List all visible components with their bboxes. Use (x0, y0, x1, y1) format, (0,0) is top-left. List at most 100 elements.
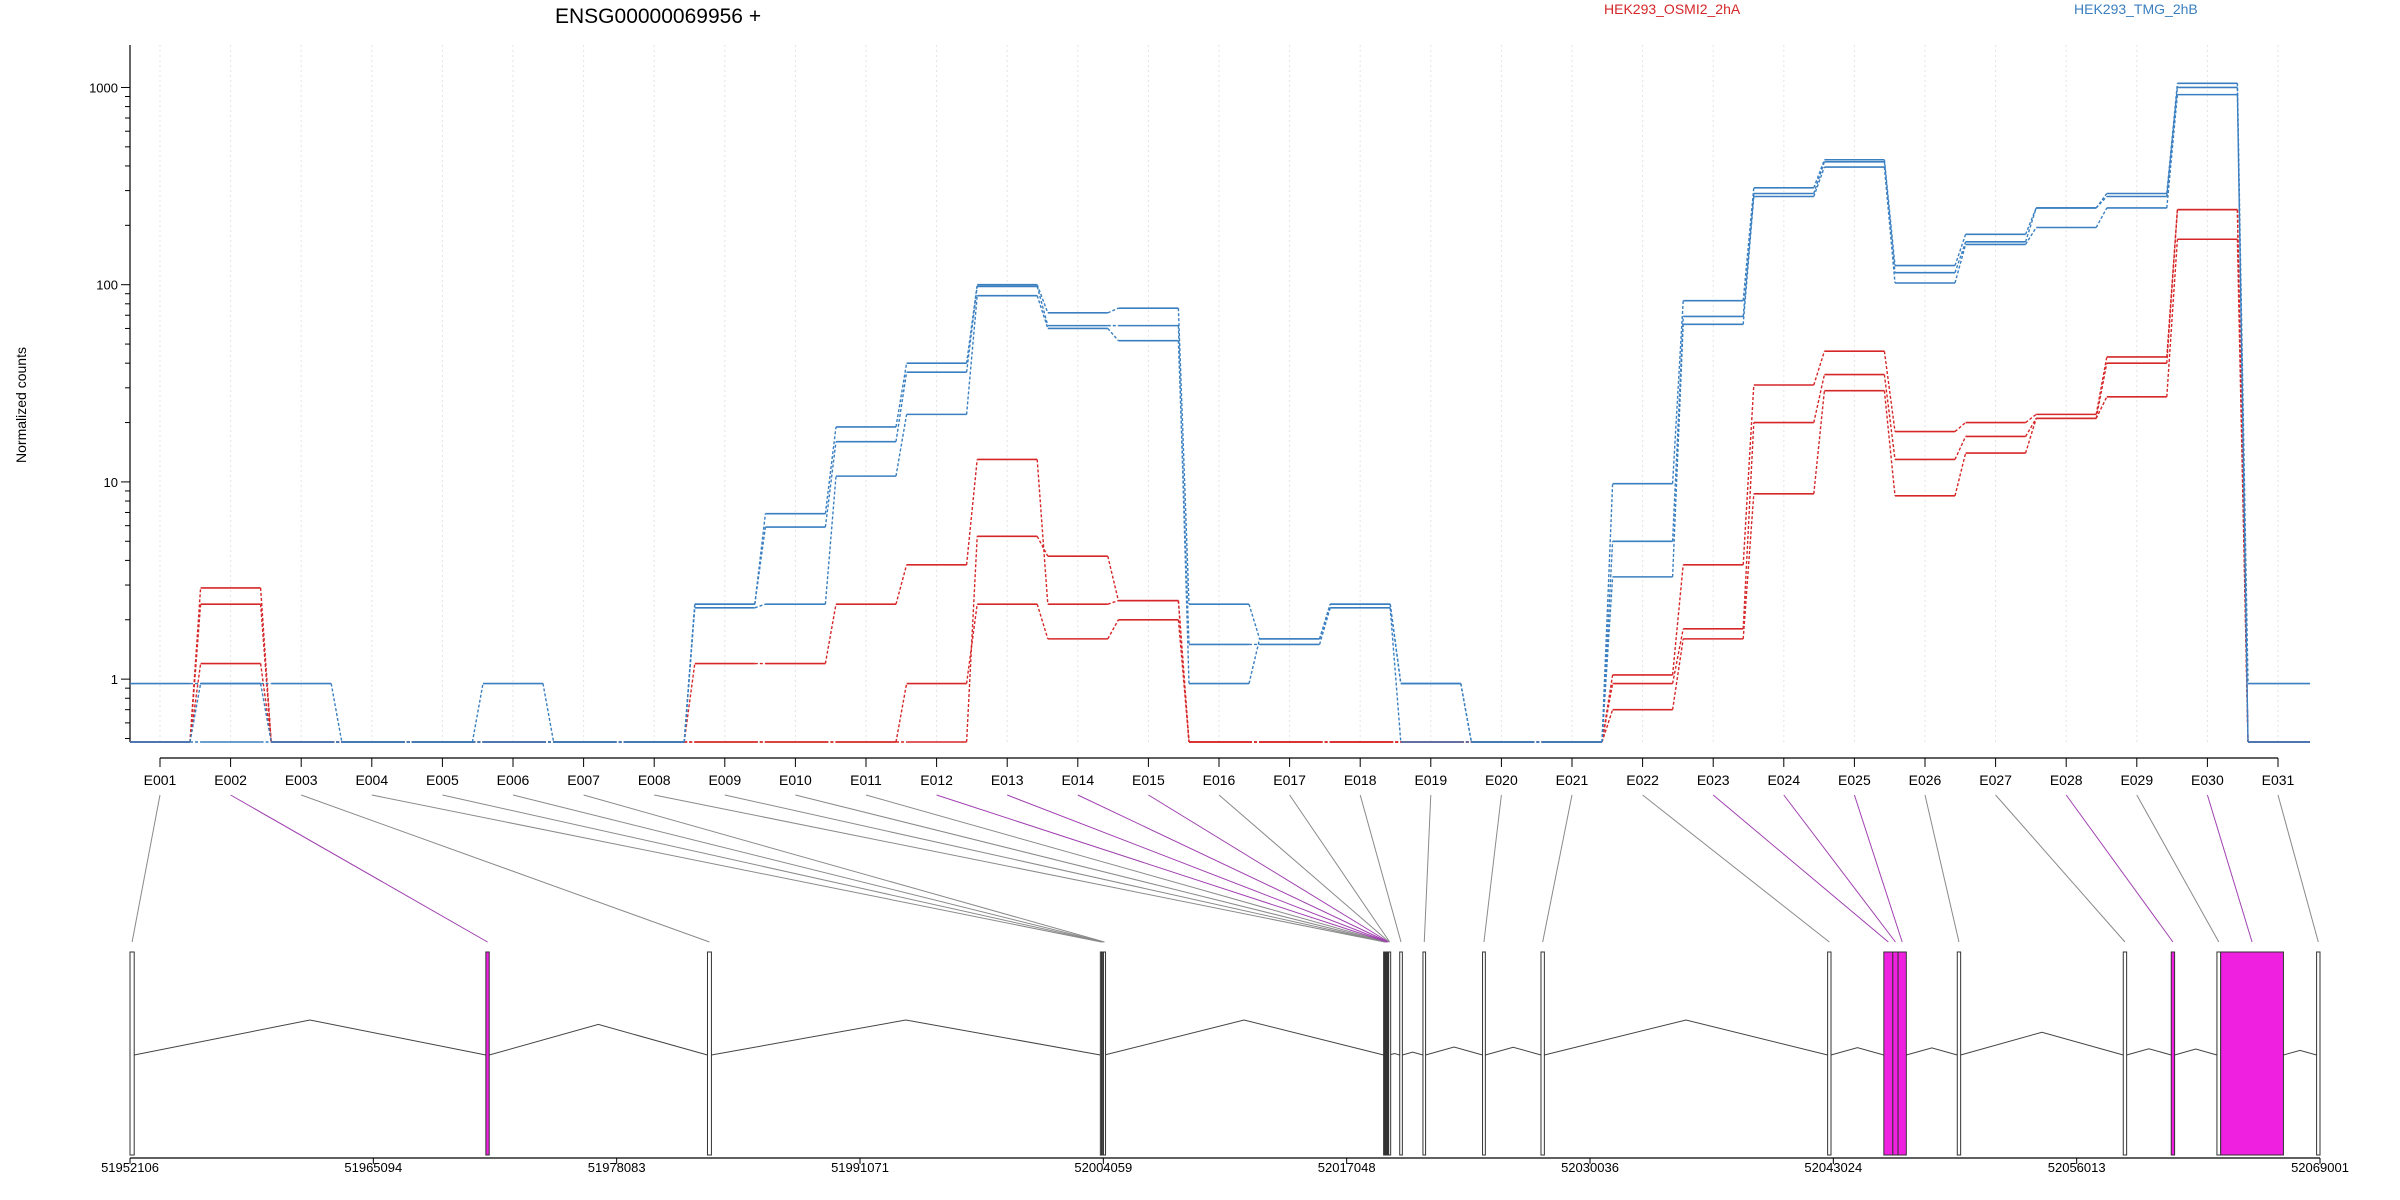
x-tick-label-E016: E016 (1203, 772, 1236, 788)
intron-line (1104, 1019, 1384, 1056)
series-6-step (2095, 207, 2108, 228)
series-5-step (1813, 161, 1826, 194)
series-6-step (1883, 166, 1896, 284)
genomic-tick-label: 51952106 (101, 1160, 159, 1175)
series-2-step (965, 459, 978, 565)
genomic-tick-label: 52043024 (1804, 1160, 1862, 1175)
series-3-step (1954, 452, 1967, 497)
series-5-step (1671, 316, 1684, 542)
series-lines (130, 82, 2310, 743)
x-tick-label-E020: E020 (1485, 772, 1518, 788)
series-2-step (683, 663, 696, 743)
x-tick-label-E010: E010 (779, 772, 812, 788)
connector-E014 (1077, 794, 1389, 943)
connector-E020 (1483, 794, 1502, 943)
x-tick-label-E030: E030 (2191, 772, 2224, 788)
series-1-step (1036, 535, 1049, 557)
series-4-step (895, 363, 908, 428)
exon-block-E031 (2316, 951, 2321, 1156)
legend-group-1: HEK293_OSMI2_2hA (1604, 1, 1741, 17)
series-5-step (965, 286, 978, 373)
connector-E015 (1148, 794, 1389, 943)
series-3-step (2166, 239, 2179, 397)
connector-E006 (512, 794, 1104, 943)
connector-E007 (583, 794, 1105, 943)
exon-block-E001 (129, 951, 135, 1156)
intron-line (134, 1019, 486, 1056)
exon-block-E024 (1892, 951, 1899, 1156)
y-tick-label: 1000 (89, 80, 118, 95)
series-3-step (2095, 396, 2108, 419)
series-1-step (1107, 556, 1120, 601)
connector-E001 (131, 794, 161, 943)
series-4-step (1742, 187, 1755, 301)
x-tick-label-E027: E027 (1979, 772, 2012, 788)
x-tick-label-E029: E029 (2120, 772, 2153, 788)
series-3-step (189, 663, 202, 743)
series-5-step (1318, 603, 1331, 640)
x-tick-label-E005: E005 (426, 772, 459, 788)
series-4-step (1954, 234, 1967, 266)
connector-E025 (1853, 794, 1903, 943)
series-3 (130, 238, 2310, 743)
x-tick-label-E013: E013 (991, 772, 1024, 788)
connector-E002 (230, 794, 488, 943)
connector-E028 (2065, 794, 2174, 943)
connector-E024 (1783, 794, 1896, 943)
series-5-step (824, 441, 837, 528)
series-6-step (895, 414, 908, 477)
y-tick-label: 100 (96, 278, 118, 293)
connector-E027 (1995, 794, 2126, 943)
series-4-step (1248, 603, 1261, 640)
series-2-step (189, 604, 202, 743)
series-3-step (895, 683, 908, 743)
series-2-step (2166, 209, 2179, 364)
series-5-step (1954, 241, 1967, 273)
x-tick-label-E023: E023 (1697, 772, 1730, 788)
genomic-tick-label: 52069001 (2291, 1160, 2349, 1175)
series-4-step (754, 513, 767, 605)
exon-block-E027 (2122, 951, 2128, 1156)
connector-E011 (865, 794, 1387, 943)
y-axis-label: Normalized counts (13, 347, 29, 463)
connector-E016 (1218, 794, 1390, 943)
series-4-step (824, 426, 837, 514)
series-1-step (1954, 422, 1967, 433)
exon-block-E023 (1883, 951, 1894, 1156)
legend-group-2: HEK293_TMG_2hB (2074, 1, 2198, 17)
series-2-step (259, 604, 272, 743)
exon-block-E002 (485, 951, 490, 1156)
x-tick-label-E025: E025 (1838, 772, 1871, 788)
genomic-tick-label: 51978083 (588, 1160, 646, 1175)
series-2-step (1671, 628, 1684, 684)
exon-block-E029 (2216, 951, 2222, 1156)
series-5-step (754, 527, 767, 605)
series-6-step (1813, 166, 1826, 197)
series-2 (130, 208, 2310, 743)
intron-line (1830, 1047, 1884, 1056)
exon-block-E020 (1482, 951, 1486, 1156)
exon-block-E018 (1399, 951, 1403, 1156)
x-tick-label-E012: E012 (920, 772, 953, 788)
intron-line (1402, 1051, 1424, 1056)
series-4-step (1177, 308, 1190, 605)
exon-block-E025 (1897, 951, 1907, 1156)
series-4-step (1036, 284, 1049, 314)
series-4-step (542, 683, 555, 743)
intron-line (1425, 1046, 1483, 1056)
series-4-step (1107, 307, 1119, 314)
vertical-gridlines (159, 45, 2279, 742)
series-6-step (1177, 340, 1190, 645)
intron-line (489, 1023, 708, 1056)
x-tick-label-E031: E031 (2262, 772, 2295, 788)
series-4 (130, 82, 2310, 743)
intron-line (1485, 1046, 1542, 1056)
x-tick-label-E015: E015 (1132, 772, 1165, 788)
series-1-step (2095, 356, 2108, 415)
connector-E013 (1007, 794, 1388, 943)
series-1-step (965, 536, 978, 743)
x-tick-label-E001: E001 (144, 772, 177, 788)
x-tick-label-E009: E009 (708, 772, 741, 788)
series-2-step (1813, 374, 1826, 423)
genomic-tick-label: 52017048 (1318, 1160, 1376, 1175)
